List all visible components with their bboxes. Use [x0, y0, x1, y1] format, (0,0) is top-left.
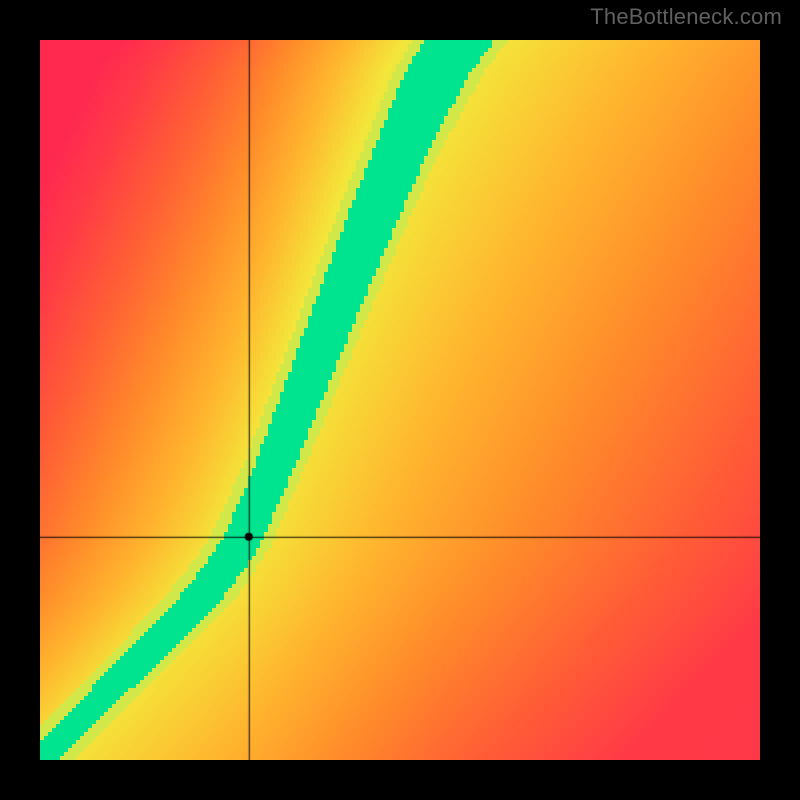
watermark-text: TheBottleneck.com [590, 4, 782, 30]
crosshair-overlay [40, 40, 760, 760]
chart-container: TheBottleneck.com [0, 0, 800, 800]
